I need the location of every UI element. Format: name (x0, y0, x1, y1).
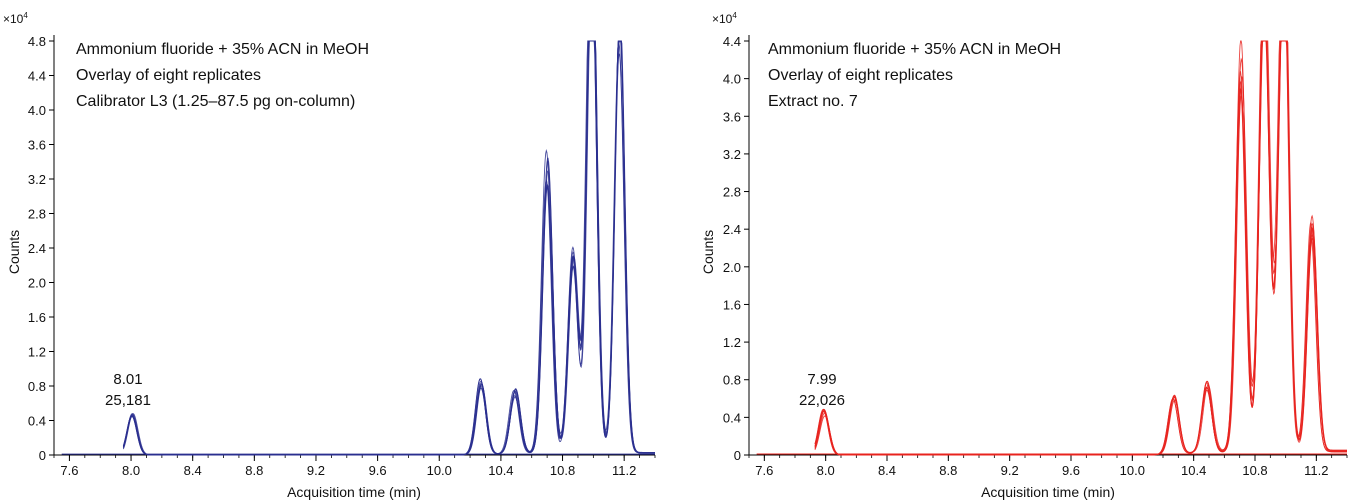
left-annotation-method: Ammonium fluoride + 35% ACN in MeOH (76, 41, 369, 58)
x-tick-label: 8.8 (245, 463, 263, 478)
replicate-trace (814, 40, 1347, 456)
replicate-trace (814, 40, 1347, 456)
left-ticks: 0 0.4 0.8 1.2 1.6 2.0 2.4 2.8 3.2 3.6 4.0 4.4 4.8 7.6… (28, 34, 656, 478)
replicate-trace (814, 40, 1347, 456)
y-tick-label: 3.6 (28, 138, 46, 153)
y-tick-label: 0 (39, 448, 46, 463)
y-tick-label: 3.2 (723, 147, 741, 162)
x-tick-label: 8.0 (817, 463, 835, 478)
x-tick-label: 10.4 (1181, 463, 1206, 478)
replicate-trace (814, 40, 1347, 456)
y-tick-label: 0.4 (28, 414, 46, 429)
right-chromatogram-panel: 0 0.4 0.8 1.2 1.6 2.0 2.4 2.8 3.2 3.6 4.0 4.4 7.6 8.0… (700, 11, 1348, 500)
x-tick-label: 11.2 (1304, 463, 1328, 478)
y-tick-label: 4.8 (28, 34, 46, 49)
right-traces (756, 40, 1347, 456)
replicate-trace (814, 40, 1347, 456)
right-x-axis-label: Acquisition time (min) (981, 484, 1115, 500)
x-tick-label: 8.8 (939, 463, 957, 478)
x-tick-label: 10.8 (550, 463, 575, 478)
x-tick-label: 7.6 (60, 463, 78, 478)
x-tick-label: 11.2 (612, 463, 636, 478)
y-tick-label: 2.4 (28, 241, 46, 256)
x-tick-label: 10.0 (427, 463, 452, 478)
y-tick-label: 2.0 (28, 276, 46, 291)
x-tick-label: 9.2 (307, 463, 325, 478)
x-tick-label: 9.6 (1062, 463, 1080, 478)
right-annotation-overlay: Overlay of eight replicates (768, 67, 953, 84)
replicate-trace (814, 40, 1347, 456)
replicate-trace (122, 40, 655, 456)
y-tick-label: 1.6 (723, 297, 741, 312)
y-tick-label: 1.2 (28, 345, 46, 360)
y-tick-label: 2.0 (723, 260, 741, 275)
y-tick-label: 4.0 (28, 103, 46, 118)
x-tick-label: 9.2 (1001, 463, 1019, 478)
right-peak-area-label: 22,026 (799, 392, 845, 409)
left-y-axis-label: Counts (6, 230, 22, 274)
y-tick-label: 0 (734, 448, 741, 463)
left-x-axis-label: Acquisition time (min) (287, 484, 421, 500)
right-y-axis-label: Counts (700, 230, 716, 274)
replicate-trace (814, 40, 1347, 456)
y-tick-label: 1.2 (723, 335, 741, 350)
y-tick-label: 1.6 (28, 310, 46, 325)
left-chromatogram-panel: 0 0.4 0.8 1.2 1.6 2.0 2.4 2.8 3.2 3.6 4.0 4.4 4.8 7.6… (3, 11, 656, 500)
x-tick-label: 8.4 (184, 463, 202, 478)
left-annotation-sample: Calibrator L3 (1.25–87.5 pg on-column) (76, 93, 355, 110)
x-tick-label: 8.0 (122, 463, 140, 478)
y-tick-label: 2.8 (723, 185, 741, 200)
left-peak-time-label: 8.01 (113, 371, 142, 388)
right-multiplier: ×104 (712, 11, 737, 26)
right-peak-time-label: 7.99 (807, 371, 836, 388)
y-tick-label: 3.6 (723, 109, 741, 124)
y-tick-label: 3.2 (28, 172, 46, 187)
x-tick-label: 7.6 (755, 463, 773, 478)
x-tick-label: 10.0 (1120, 463, 1145, 478)
x-tick-label: 10.4 (488, 463, 513, 478)
x-tick-label: 9.6 (369, 463, 387, 478)
left-annotation-overlay: Overlay of eight replicates (76, 67, 261, 84)
x-tick-label: 10.8 (1242, 463, 1267, 478)
right-ticks: 0 0.4 0.8 1.2 1.6 2.0 2.4 2.8 3.2 3.6 4.0 4.4 7.6 8.0… (723, 34, 1348, 478)
y-tick-label: 2.8 (28, 207, 46, 222)
y-tick-label: 4.4 (28, 69, 46, 84)
right-annotation-method: Ammonium fluoride + 35% ACN in MeOH (768, 41, 1061, 58)
y-tick-label: 4.4 (723, 34, 741, 49)
y-tick-label: 0.8 (723, 373, 741, 388)
y-tick-label: 4.0 (723, 72, 741, 87)
left-multiplier: ×104 (3, 11, 28, 26)
replicate-trace (814, 40, 1347, 456)
y-tick-label: 2.4 (723, 222, 741, 237)
y-tick-label: 0.4 (723, 410, 741, 425)
x-tick-label: 8.4 (878, 463, 896, 478)
left-traces (61, 40, 655, 456)
y-tick-label: 0.8 (28, 379, 46, 394)
right-annotation-sample: Extract no. 7 (768, 93, 858, 110)
left-peak-area-label: 25,181 (105, 392, 151, 409)
